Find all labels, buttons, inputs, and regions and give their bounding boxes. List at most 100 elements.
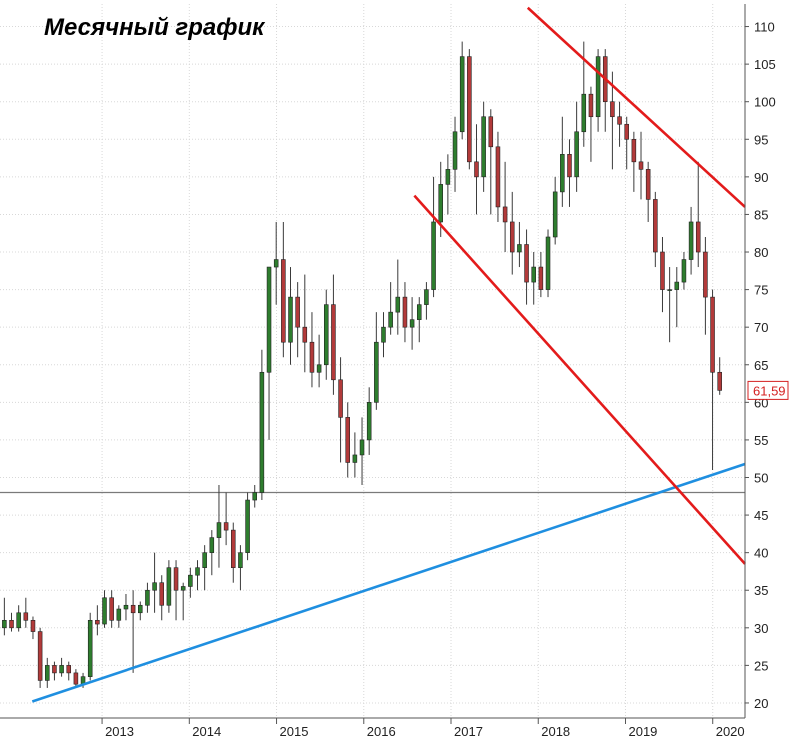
candle-body (588, 93, 594, 118)
candle-body (302, 326, 308, 343)
y-tick-label: 100 (754, 95, 776, 110)
candle-body (2, 619, 7, 629)
candle-body (223, 522, 229, 531)
candle-body (216, 522, 222, 538)
x-tick-label: 2013 (105, 724, 134, 739)
candle-body (395, 296, 401, 313)
candle-body (560, 154, 565, 193)
y-tick-label: 20 (754, 696, 768, 711)
x-tick-label: 2015 (280, 724, 309, 739)
candle-body (231, 529, 236, 568)
candle-body (445, 169, 451, 185)
candle-body (245, 499, 250, 553)
candle-body (452, 131, 458, 170)
candle-body (288, 296, 293, 343)
candle-body (624, 123, 629, 140)
support-trendline (31, 462, 746, 703)
candle-body (545, 236, 551, 290)
price-badge-label: 61,59 (753, 383, 786, 398)
candle-body (16, 612, 21, 629)
candle-body (552, 191, 558, 238)
candle-body (59, 665, 64, 674)
y-tick-label: 55 (754, 433, 768, 448)
y-tick-label: 85 (754, 207, 768, 222)
candle-body (695, 221, 701, 253)
candle-body (409, 319, 415, 328)
candle-body (524, 244, 529, 283)
candle-body (617, 116, 622, 125)
candle-body (467, 56, 472, 163)
candle-body (166, 567, 172, 606)
candle-body (681, 259, 687, 283)
candle-body (653, 199, 658, 253)
candle-body (30, 619, 36, 632)
candle-body (710, 296, 715, 373)
y-tick-label: 30 (754, 621, 768, 636)
candle-body (345, 417, 350, 463)
candle-body (509, 221, 515, 253)
candle-body (145, 589, 150, 606)
candle-body (645, 169, 651, 200)
candle-body (316, 364, 322, 373)
candle-body (281, 259, 286, 343)
candle-body (581, 93, 587, 133)
candle-body (481, 116, 486, 178)
candle-body (273, 259, 279, 268)
candle-body (9, 619, 14, 629)
x-tick-label: 2019 (628, 724, 657, 739)
y-tick-label: 95 (754, 132, 768, 147)
candle-body (631, 138, 637, 163)
candle-body (488, 116, 494, 148)
candle-body (402, 296, 408, 328)
candle-body (238, 552, 243, 568)
candle-body (295, 296, 300, 328)
candle-body (109, 597, 114, 621)
candle-body (638, 161, 644, 170)
candle-body (667, 289, 672, 291)
y-tick-label: 110 (754, 20, 775, 35)
candle-body (352, 454, 358, 463)
x-tick-label: 2018 (541, 724, 570, 739)
candle-body (688, 221, 694, 260)
candle-body (517, 244, 522, 253)
candle-body (259, 371, 265, 493)
x-tick-label: 2016 (367, 724, 396, 739)
candle-body (202, 552, 207, 568)
candle-body (23, 612, 29, 621)
candle-body (138, 604, 143, 614)
candle-body (538, 266, 544, 290)
candle-body (209, 537, 215, 553)
y-tick-label: 50 (754, 470, 768, 485)
last-price-badge: 61,59 (747, 380, 789, 400)
candle-body (338, 379, 343, 418)
resistance-trendline (413, 194, 746, 565)
x-tick-label: 2020 (716, 724, 745, 739)
candle-body (252, 492, 257, 501)
candle-body (495, 146, 501, 208)
y-tick-label: 70 (754, 320, 768, 335)
candle-body (388, 311, 393, 328)
candle-body (180, 586, 186, 591)
candle-body (159, 582, 165, 606)
price-badge-box (747, 380, 789, 400)
candle-body (502, 206, 508, 223)
trendlines (31, 6, 746, 703)
candle-body (595, 56, 601, 118)
x-tick-label: 2017 (454, 724, 483, 739)
candle-body (323, 304, 329, 366)
candle-body (431, 221, 436, 290)
candle-body (459, 56, 465, 133)
candle-body (66, 665, 72, 674)
candle-body (52, 665, 57, 674)
candle-body (45, 665, 50, 681)
candle-body (309, 341, 315, 373)
candle-body (116, 608, 122, 621)
candle-body (195, 567, 200, 576)
candle-body (130, 604, 136, 614)
y-tick-label: 45 (754, 508, 768, 523)
candle-body (438, 184, 443, 223)
resistance-trendline (526, 6, 746, 208)
candle-body (123, 604, 129, 610)
candle-body (416, 304, 422, 320)
